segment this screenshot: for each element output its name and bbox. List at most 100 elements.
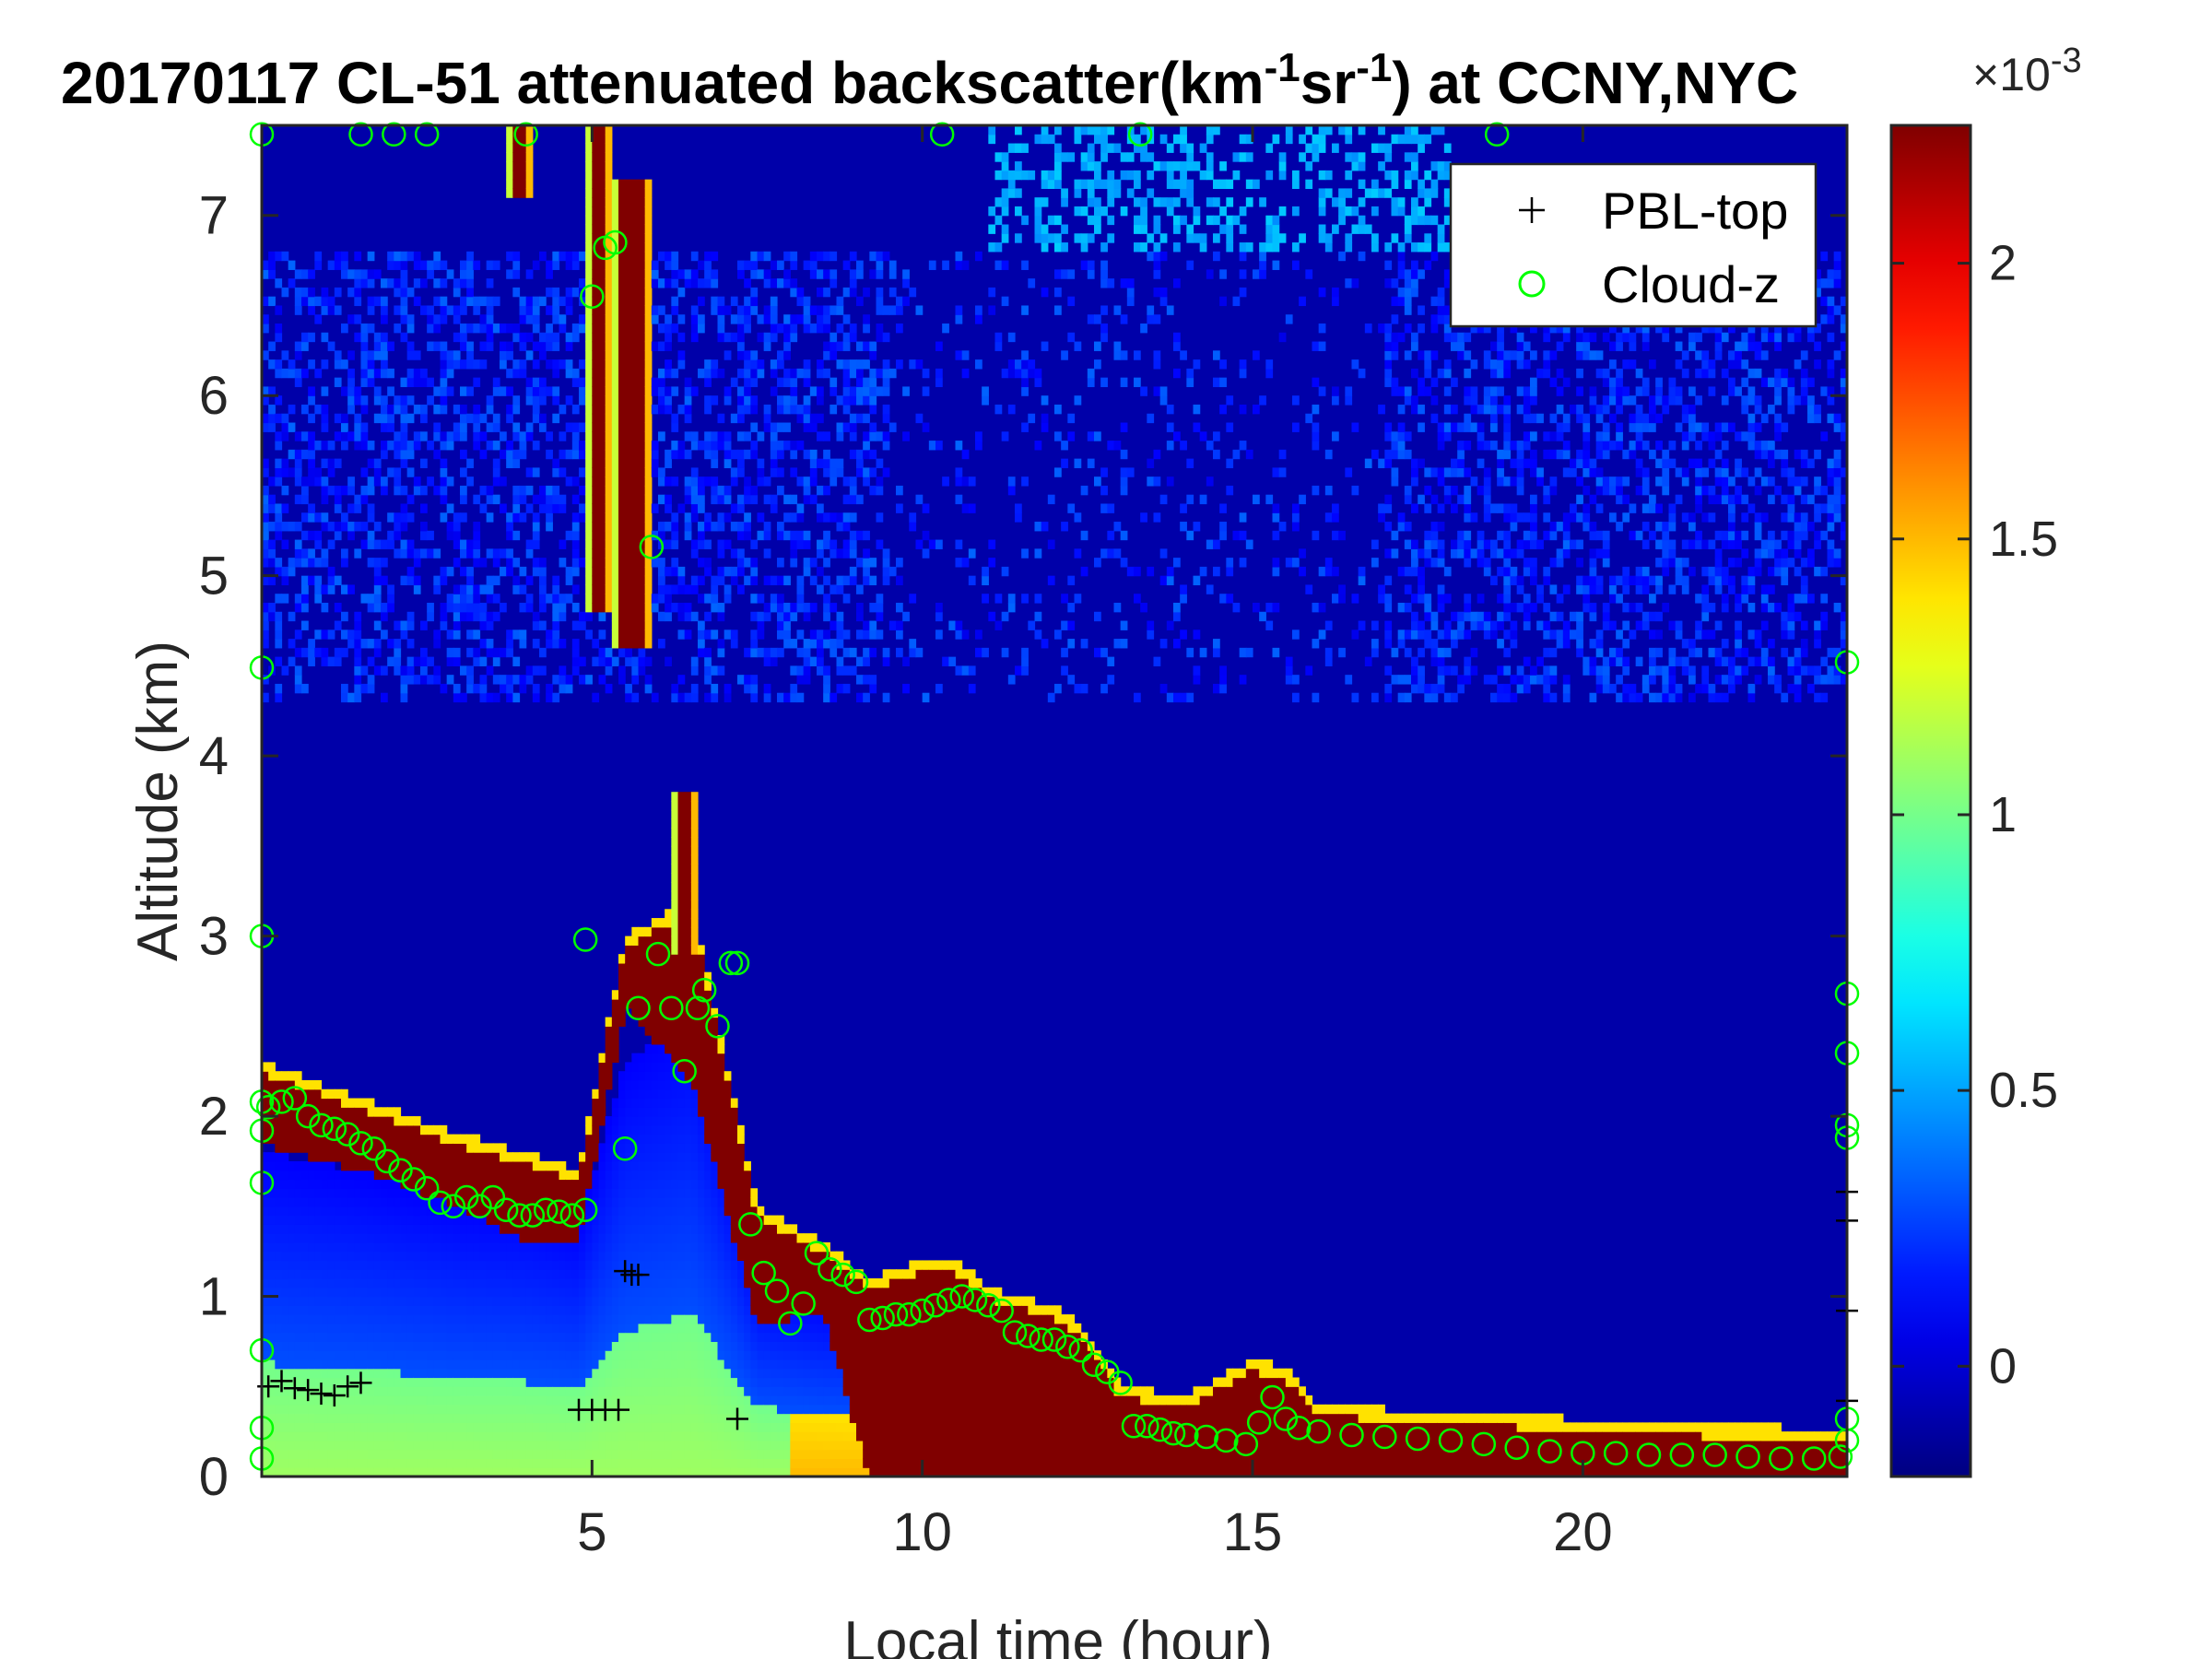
colorbar-tick-label: 0 [1989,1338,2017,1394]
cloud-z-point [361,1136,387,1161]
cloud-z-point [691,977,717,1003]
backscatter-heatmap [262,125,1847,1477]
cloud-z-point [1147,1417,1172,1442]
colorbar-tick-label: 0.5 [1989,1063,2058,1118]
cloud-z-point [1286,1415,1312,1441]
cloud-z-point [580,284,605,309]
title-sup-2: -1 [1356,45,1392,90]
cloud-z-point [1016,1324,1041,1348]
pbl-top-point [297,1379,320,1402]
cloud-z-point [1537,1439,1562,1464]
colorbar-tick-label: 1 [1989,787,2017,842]
pbl-top-point [283,1377,306,1400]
legend-pbl-marker [1519,197,1545,223]
pbl-top-point [349,1371,372,1394]
cloud-z-point [493,1197,519,1222]
colorbar-exponent: ×10-3 [1972,41,2082,100]
cloud-z-point [401,1167,427,1192]
plot-frame [260,124,1849,1478]
cloud-z-point [507,1203,532,1228]
cloud-z-point [322,1116,347,1141]
cloud-z-point [348,122,373,147]
cloud-z-point [870,1305,895,1331]
cloud-z-point [1735,1444,1760,1469]
legend-cloud-label: Cloud-z [1602,255,1780,313]
cloud-z-point [374,1148,400,1174]
cloud-z-point [1055,1335,1080,1359]
cloud-z-point [1273,1406,1299,1431]
cloud-z-point [414,122,440,147]
pbl-top-point [336,1375,359,1398]
x-tick-label: 15 [1223,1502,1283,1562]
cloud-z-point [1438,1428,1464,1453]
cloud-z-point [1002,1320,1028,1345]
cloud-z-point [778,1311,803,1336]
cloud-z-point [1174,1422,1199,1448]
cloud-z-point [414,1176,440,1201]
cloud-z-point [1669,1442,1695,1467]
cloud-z-point [751,1260,776,1286]
cloud-z-point [520,1203,546,1228]
colorbar-tick-label: 2 [1989,236,2017,291]
cloud-z-point [791,1291,816,1316]
legend-box [1449,162,1818,328]
cloud-z-point [603,229,628,255]
cloud-z-point [1127,122,1153,147]
cloud-z-point [923,1293,948,1318]
legend: PBL-top Cloud-z [1449,162,1818,328]
cloud-z-point [639,535,665,559]
title-prefix: 20170117 CL-51 attenuated backscatter(km [61,50,1265,116]
y-axis-label: Altitude (km) [126,641,190,961]
cloud-z-point [1471,1431,1497,1457]
cloud-z-point [388,1158,413,1182]
cloud-z-point [612,1136,638,1161]
cloud-z-point [335,1122,360,1147]
cloud-z-point [1603,1441,1629,1465]
cloud-z-point [672,1058,697,1084]
pbl-top-point [323,1384,346,1407]
cloud-z-point [1339,1422,1364,1448]
colorbar-ticks: 0 0.5 1 1.5 2 [1891,236,2058,1394]
cloud-z-point [843,1269,869,1295]
title-mid: sr [1300,50,1357,116]
cloud-z-point [513,122,538,147]
cloud-z-point [883,1301,909,1327]
cloud-z-point [962,1288,988,1312]
cloud-z-point [738,1212,763,1237]
cloud-z-point [533,1197,559,1222]
y-tick-label: 3 [199,907,229,967]
y-tick-label: 7 [199,186,229,246]
cloud-z-point [989,1298,1014,1324]
cloud-z-point [441,1194,466,1219]
y-tick-label: 2 [199,1087,229,1147]
title-suffix: ) at CCNY,NYC [1392,50,1798,116]
y-tick-label: 0 [199,1447,229,1507]
cloud-z-point [1081,1352,1107,1378]
x-tick-label: 5 [577,1502,606,1562]
cloud-z-point [830,1262,855,1288]
cloud-z-point [1504,1435,1529,1460]
cloud-z-point [685,995,711,1021]
title-sup-1: -1 [1265,45,1300,90]
colorbar: 0 0.5 1 1.5 2 ×10-3 [1889,41,2082,1478]
cloud-z-point [659,995,684,1021]
cloud-z-point [1769,1446,1794,1471]
cloud-z-point [1484,122,1510,147]
legend-pbl-label: PBL-top [1602,182,1788,240]
cloud-z-point [1041,1327,1067,1352]
cloud-z-point [1636,1442,1662,1467]
cloud-z-point [626,995,651,1021]
x-tick-label: 20 [1553,1502,1613,1562]
y-tick-label: 1 [199,1267,229,1327]
cloud-z-point [1828,1444,1853,1469]
cloud-z-point [453,1184,479,1210]
x-tick-label: 10 [892,1502,952,1562]
cloud-z-point [428,1190,453,1216]
cloud-z-point [1405,1426,1430,1452]
cloud-z-point [559,1203,585,1228]
cloud-z-point [1068,1337,1093,1363]
cloud-z-point [1801,1446,1827,1471]
y-tick-label: 6 [199,366,229,426]
y-tick-label: 5 [199,547,229,606]
